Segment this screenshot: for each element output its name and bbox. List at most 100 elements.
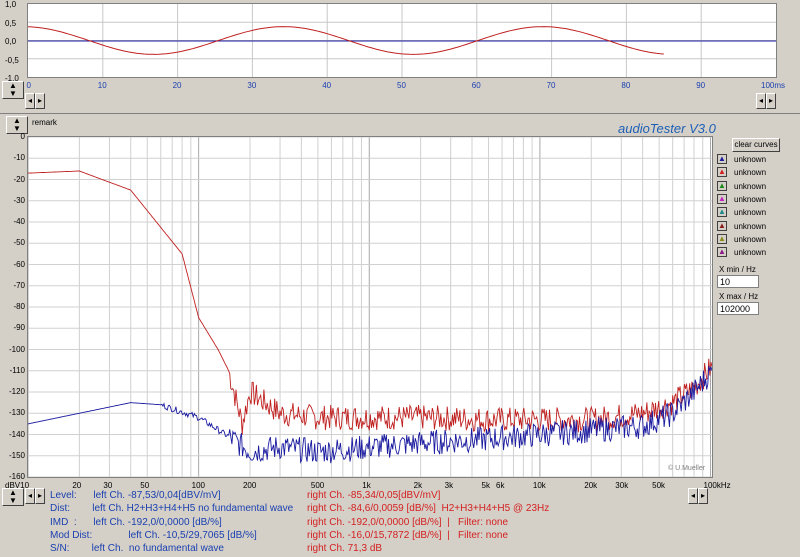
left-channel-stat: Dist: left Ch. H2+H3+H4+H5 no fundamenta… xyxy=(50,503,294,515)
spectrum-x-minor-tick: 3k xyxy=(444,481,454,490)
remark-label: remark xyxy=(32,118,57,127)
curve-visibility-toggle-icon[interactable]: ▲ xyxy=(717,220,727,231)
spectrum-x-tick: 10k xyxy=(532,481,546,490)
spectrum-y-tick: 0 xyxy=(20,132,25,141)
time-domain-svg xyxy=(28,4,776,77)
top-y-tick: -1,0 xyxy=(5,74,19,83)
spectrum-x-tick: 20k xyxy=(584,481,598,490)
legend-item-label: unknown xyxy=(734,221,767,231)
legend-item-label: unknown xyxy=(734,168,767,178)
spectrum-y-tick: -70 xyxy=(13,280,25,290)
top-x-tick: 90 xyxy=(696,81,706,90)
spectrum-y-tick: -60 xyxy=(13,259,25,269)
left-channel-stat: Level: left Ch. -87,53/0,04[dBV/mV] xyxy=(50,490,221,501)
watermark: © U.Mueller xyxy=(668,464,706,472)
app-title: audioTester V3.0 xyxy=(618,121,716,136)
time-domain-plot xyxy=(27,3,777,78)
top-y-tick: 0,5 xyxy=(5,18,17,28)
legend-item[interactable]: ▲ unknown xyxy=(717,246,777,259)
right-channel-stat: right Ch. 71,3 dB xyxy=(307,543,383,555)
top-x-tick: 40 xyxy=(322,81,332,90)
top-x-tick: 100ms xyxy=(761,81,786,90)
top-y-tick: 0,0 xyxy=(5,37,17,46)
spectrum-svg: © U.Mueller xyxy=(28,137,712,477)
spectrum-x-minor-tick: 30 xyxy=(103,481,113,490)
spectrum-x-tick: 50 xyxy=(140,481,150,490)
freq-scroll-right-button[interactable]: ▸ xyxy=(35,488,45,504)
spectrum-x-tick: 200 xyxy=(242,481,257,490)
time-zoom-spinner[interactable]: ▲ ▼ xyxy=(2,81,24,99)
spectrum-x-tick: 2k xyxy=(413,481,423,490)
legend-item-label: unknown xyxy=(734,194,767,204)
spectrum-y-tick: -30 xyxy=(13,195,25,205)
legend-item[interactable]: ▲ unknown xyxy=(717,166,777,179)
spectrum-y-tick: -20 xyxy=(13,174,25,184)
legend-item-label: unknown xyxy=(734,208,767,218)
spectrum-x-tick: 100kHz xyxy=(703,481,731,490)
legend-item-label: unknown xyxy=(734,181,767,191)
right-channel-stat: right Ch. -192,0/0,0000 [dB/%] | Filter:… xyxy=(307,516,509,528)
right-channel-stat: right Ch. -16,0/15,7872 [dB/%] | Filter:… xyxy=(307,529,509,541)
right-channel-stat: right Ch. -85,34/0,05[dBV/mV] xyxy=(307,490,441,501)
top-x-tick: 80 xyxy=(621,81,631,90)
freq-scroll-left-button[interactable]: ◂ xyxy=(25,488,35,504)
legend-item[interactable]: ▲ unknown xyxy=(717,206,777,219)
freq-zoom-spinner[interactable]: ▲ ▼ xyxy=(6,116,28,134)
legend-item[interactable]: ▲ unknown xyxy=(717,153,777,166)
legend-item[interactable]: ▲ unknown xyxy=(717,220,777,233)
spectrum-x-tick: dBV10 xyxy=(5,481,30,490)
spectrum-plot: © U.Mueller xyxy=(27,136,713,478)
curve-visibility-toggle-icon[interactable]: ▲ xyxy=(717,247,727,258)
spectrum-y-tick: -100 xyxy=(8,344,25,354)
time-scroll-right-button[interactable]: ▸ xyxy=(35,93,45,109)
xmax-input[interactable]: 102000 xyxy=(717,302,759,315)
spectrum-y-tick: -50 xyxy=(13,238,25,248)
left-channel-stat: S/N: left Ch. no fundamental wave xyxy=(50,543,224,555)
time-scroll-left-button[interactable]: ◂ xyxy=(25,93,35,109)
top-x-tick: 20 xyxy=(172,81,182,90)
spectrum-x-tick: 500 xyxy=(310,481,325,490)
spectrum-x-minor-tick: 30k xyxy=(615,481,629,490)
top-x-tick: 60 xyxy=(471,81,481,90)
top-x-tick: 70 xyxy=(546,81,556,90)
curve-visibility-toggle-icon[interactable]: ▲ xyxy=(717,154,727,164)
freq-scroll-spinner[interactable]: ▲ ▼ xyxy=(2,488,24,506)
spectrum-x-tick: 100 xyxy=(191,481,205,490)
freq-scroll-left-button-2[interactable]: ◂ xyxy=(688,488,698,504)
left-channel-stat: IMD : left Ch. -192,0/0,0000 [dB/%] xyxy=(50,516,222,528)
spectrum-x-tick: 50k xyxy=(652,481,666,490)
spectrum-y-tick: -10 xyxy=(13,153,25,163)
xmin-label: X min / Hz xyxy=(719,265,756,274)
spectrum-y-tick: -120 xyxy=(8,387,25,396)
spectrum-y-tick: -90 xyxy=(13,323,25,333)
left-channel-spectrum xyxy=(28,365,712,464)
clear-curves-button[interactable]: clear curves xyxy=(732,138,780,152)
curve-visibility-toggle-icon[interactable]: ▲ xyxy=(717,180,727,191)
right-channel-stat: right Ch. -84,6/0,0059 [dB/%] H2+H3+H4+H… xyxy=(307,503,550,515)
freq-scroll-right-button-2[interactable]: ▸ xyxy=(698,488,708,504)
spectrum-y-tick: -160 xyxy=(8,472,25,481)
spectrum-x-tick: 20 xyxy=(72,481,82,490)
curve-visibility-toggle-icon[interactable]: ▲ xyxy=(717,193,727,204)
top-y-tick: -0,5 xyxy=(5,55,19,65)
legend-item-label: unknown xyxy=(734,155,767,164)
curve-visibility-toggle-icon[interactable]: ▲ xyxy=(717,233,727,244)
spectrum-x-minor-tick: 6k xyxy=(496,481,505,490)
legend-item-label: unknown xyxy=(734,248,767,258)
legend-item-label: unknown xyxy=(734,234,767,244)
legend-item[interactable]: ▲ unknown xyxy=(717,193,777,206)
time-scroll-left-button-2[interactable]: ◂ xyxy=(756,93,766,109)
right-channel-trace xyxy=(28,26,664,55)
spectrum-y-tick: -40 xyxy=(13,217,25,226)
spectrum-y-tick: -150 xyxy=(8,450,25,460)
xmin-input[interactable]: 10 xyxy=(717,275,759,288)
time-scroll-right-button-2[interactable]: ▸ xyxy=(766,93,776,109)
top-x-tick: 50 xyxy=(397,81,406,90)
curve-visibility-toggle-icon[interactable]: ▲ xyxy=(717,167,727,178)
top-x-tick: 30 xyxy=(247,81,257,90)
legend-item[interactable]: ▲ unknown xyxy=(717,180,777,193)
top-x-tick: 10 xyxy=(97,81,107,90)
curve-visibility-toggle-icon[interactable]: ▲ xyxy=(717,207,727,218)
legend-item[interactable]: ▲ unknown xyxy=(717,233,777,246)
spectrum-x-tick: 5k xyxy=(481,481,490,490)
